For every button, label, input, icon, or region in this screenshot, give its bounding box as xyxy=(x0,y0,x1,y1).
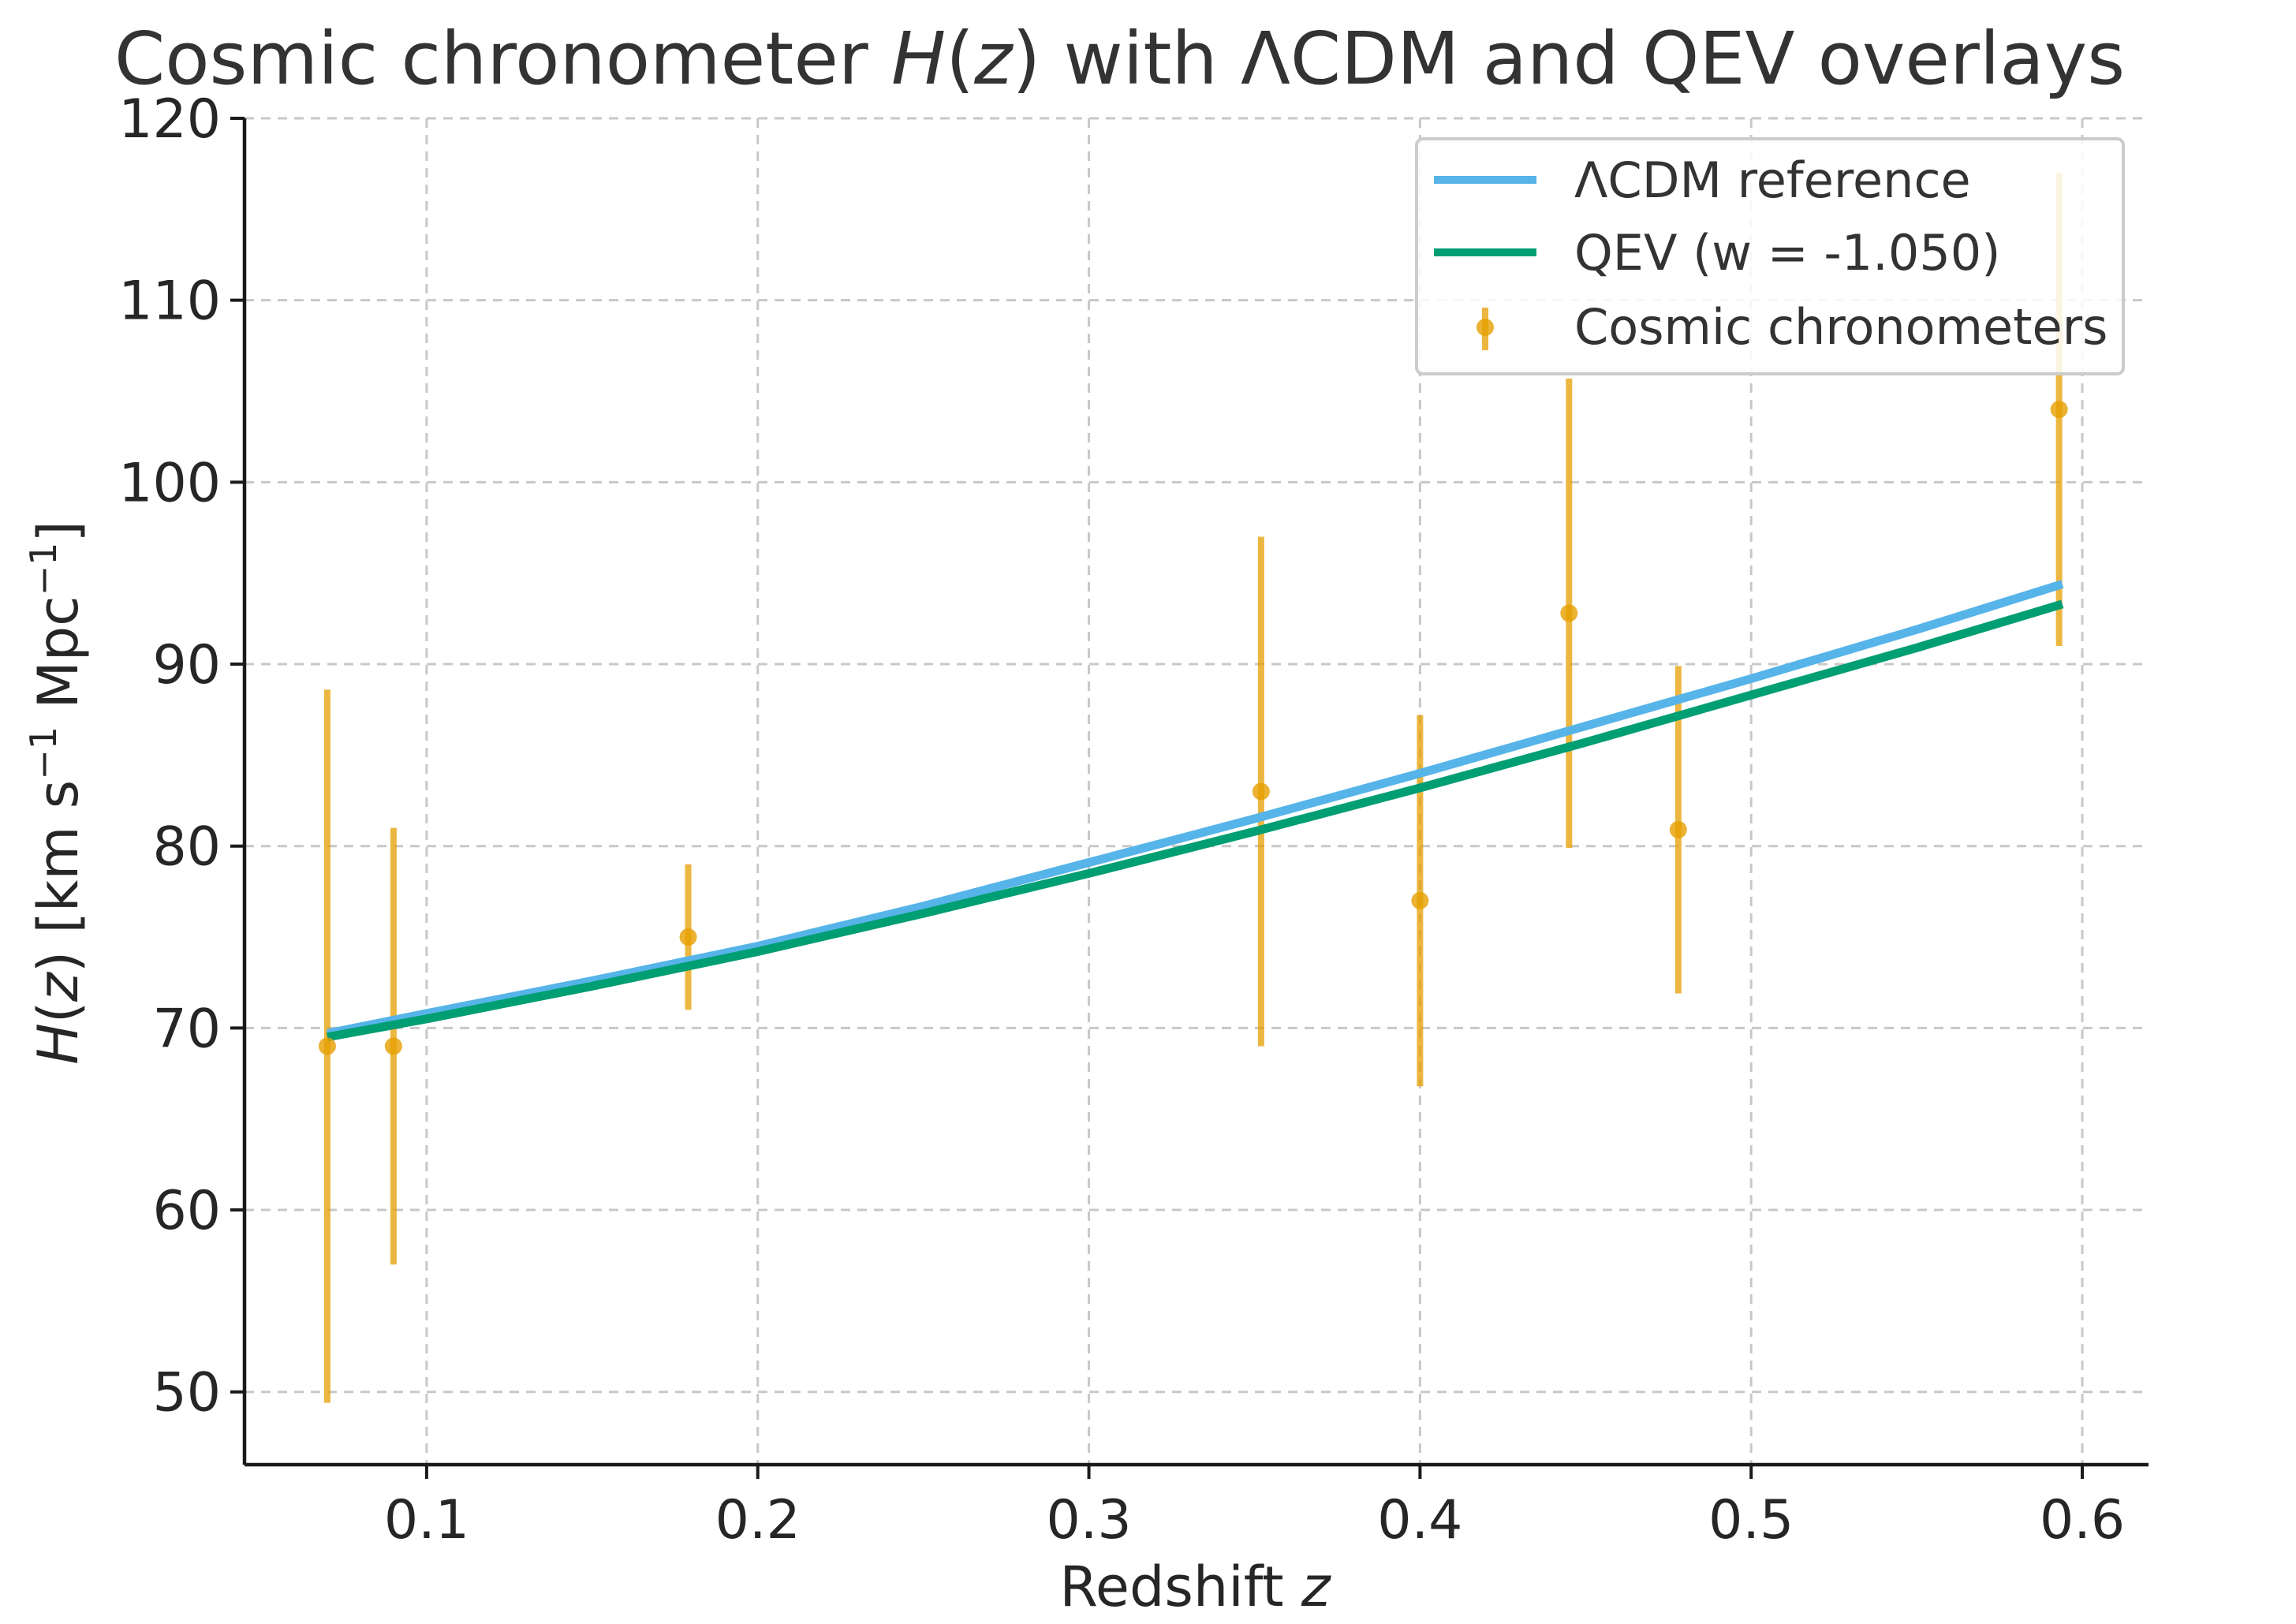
x-tick-label: 0.5 xyxy=(1708,1489,1794,1551)
y-tick-label: 120 xyxy=(118,88,221,151)
y-tick-label: 70 xyxy=(152,998,221,1060)
y-tick-label: 80 xyxy=(152,816,221,879)
axes: 0.1 0.2 0.3 0.4 0.5 0.6 50 60 70 80 90 100 110 120 xyxy=(118,88,2149,1551)
chronometer-point xyxy=(1560,604,1578,622)
chart-title: Cosmic chronometer H(z) with ΛCDM and QE… xyxy=(114,17,2125,101)
x-tick-label: 0.2 xyxy=(715,1489,801,1551)
x-tick-label: 0.3 xyxy=(1046,1489,1131,1551)
chronometer-point xyxy=(1669,820,1687,838)
chronometer-point xyxy=(318,1037,336,1055)
y-tick-label: 110 xyxy=(118,271,221,333)
legend-label-lcdm: ΛCDM reference xyxy=(1574,151,1971,209)
x-tick-label: 0.6 xyxy=(2040,1489,2125,1551)
x-tick-label: 0.4 xyxy=(1377,1489,1462,1551)
y-axis-title: H(z) [km s−1 Mpc−1] xyxy=(22,521,91,1065)
chronometer-point xyxy=(1252,782,1270,801)
legend-label-chronometers: Cosmic chronometers xyxy=(1574,298,2107,356)
chronometer-point xyxy=(384,1037,402,1055)
y-tick-label: 90 xyxy=(152,634,221,696)
x-tick-label: 0.1 xyxy=(384,1489,469,1551)
lcdm-reference-line xyxy=(326,580,2064,1038)
chronometer-point xyxy=(1411,891,1429,909)
legend: ΛCDM reference QEV (w = -1.050) Cosmic c… xyxy=(1415,137,2125,375)
legend-label-qev: QEV (w = -1.050) xyxy=(1574,224,2000,282)
y-tick-label: 50 xyxy=(152,1362,221,1424)
qev-line xyxy=(327,599,2064,1042)
legend-swatch-chronometers-marker xyxy=(1477,319,1494,336)
x-axis-title: Redshift z xyxy=(1059,1555,1331,1619)
y-tick-label: 100 xyxy=(118,452,221,514)
chronometer-point xyxy=(2050,401,2068,419)
plot-area xyxy=(318,173,2068,1403)
chronometer-point xyxy=(679,928,697,946)
y-tick-label: 60 xyxy=(152,1180,221,1242)
legend-frame xyxy=(1415,137,2125,375)
